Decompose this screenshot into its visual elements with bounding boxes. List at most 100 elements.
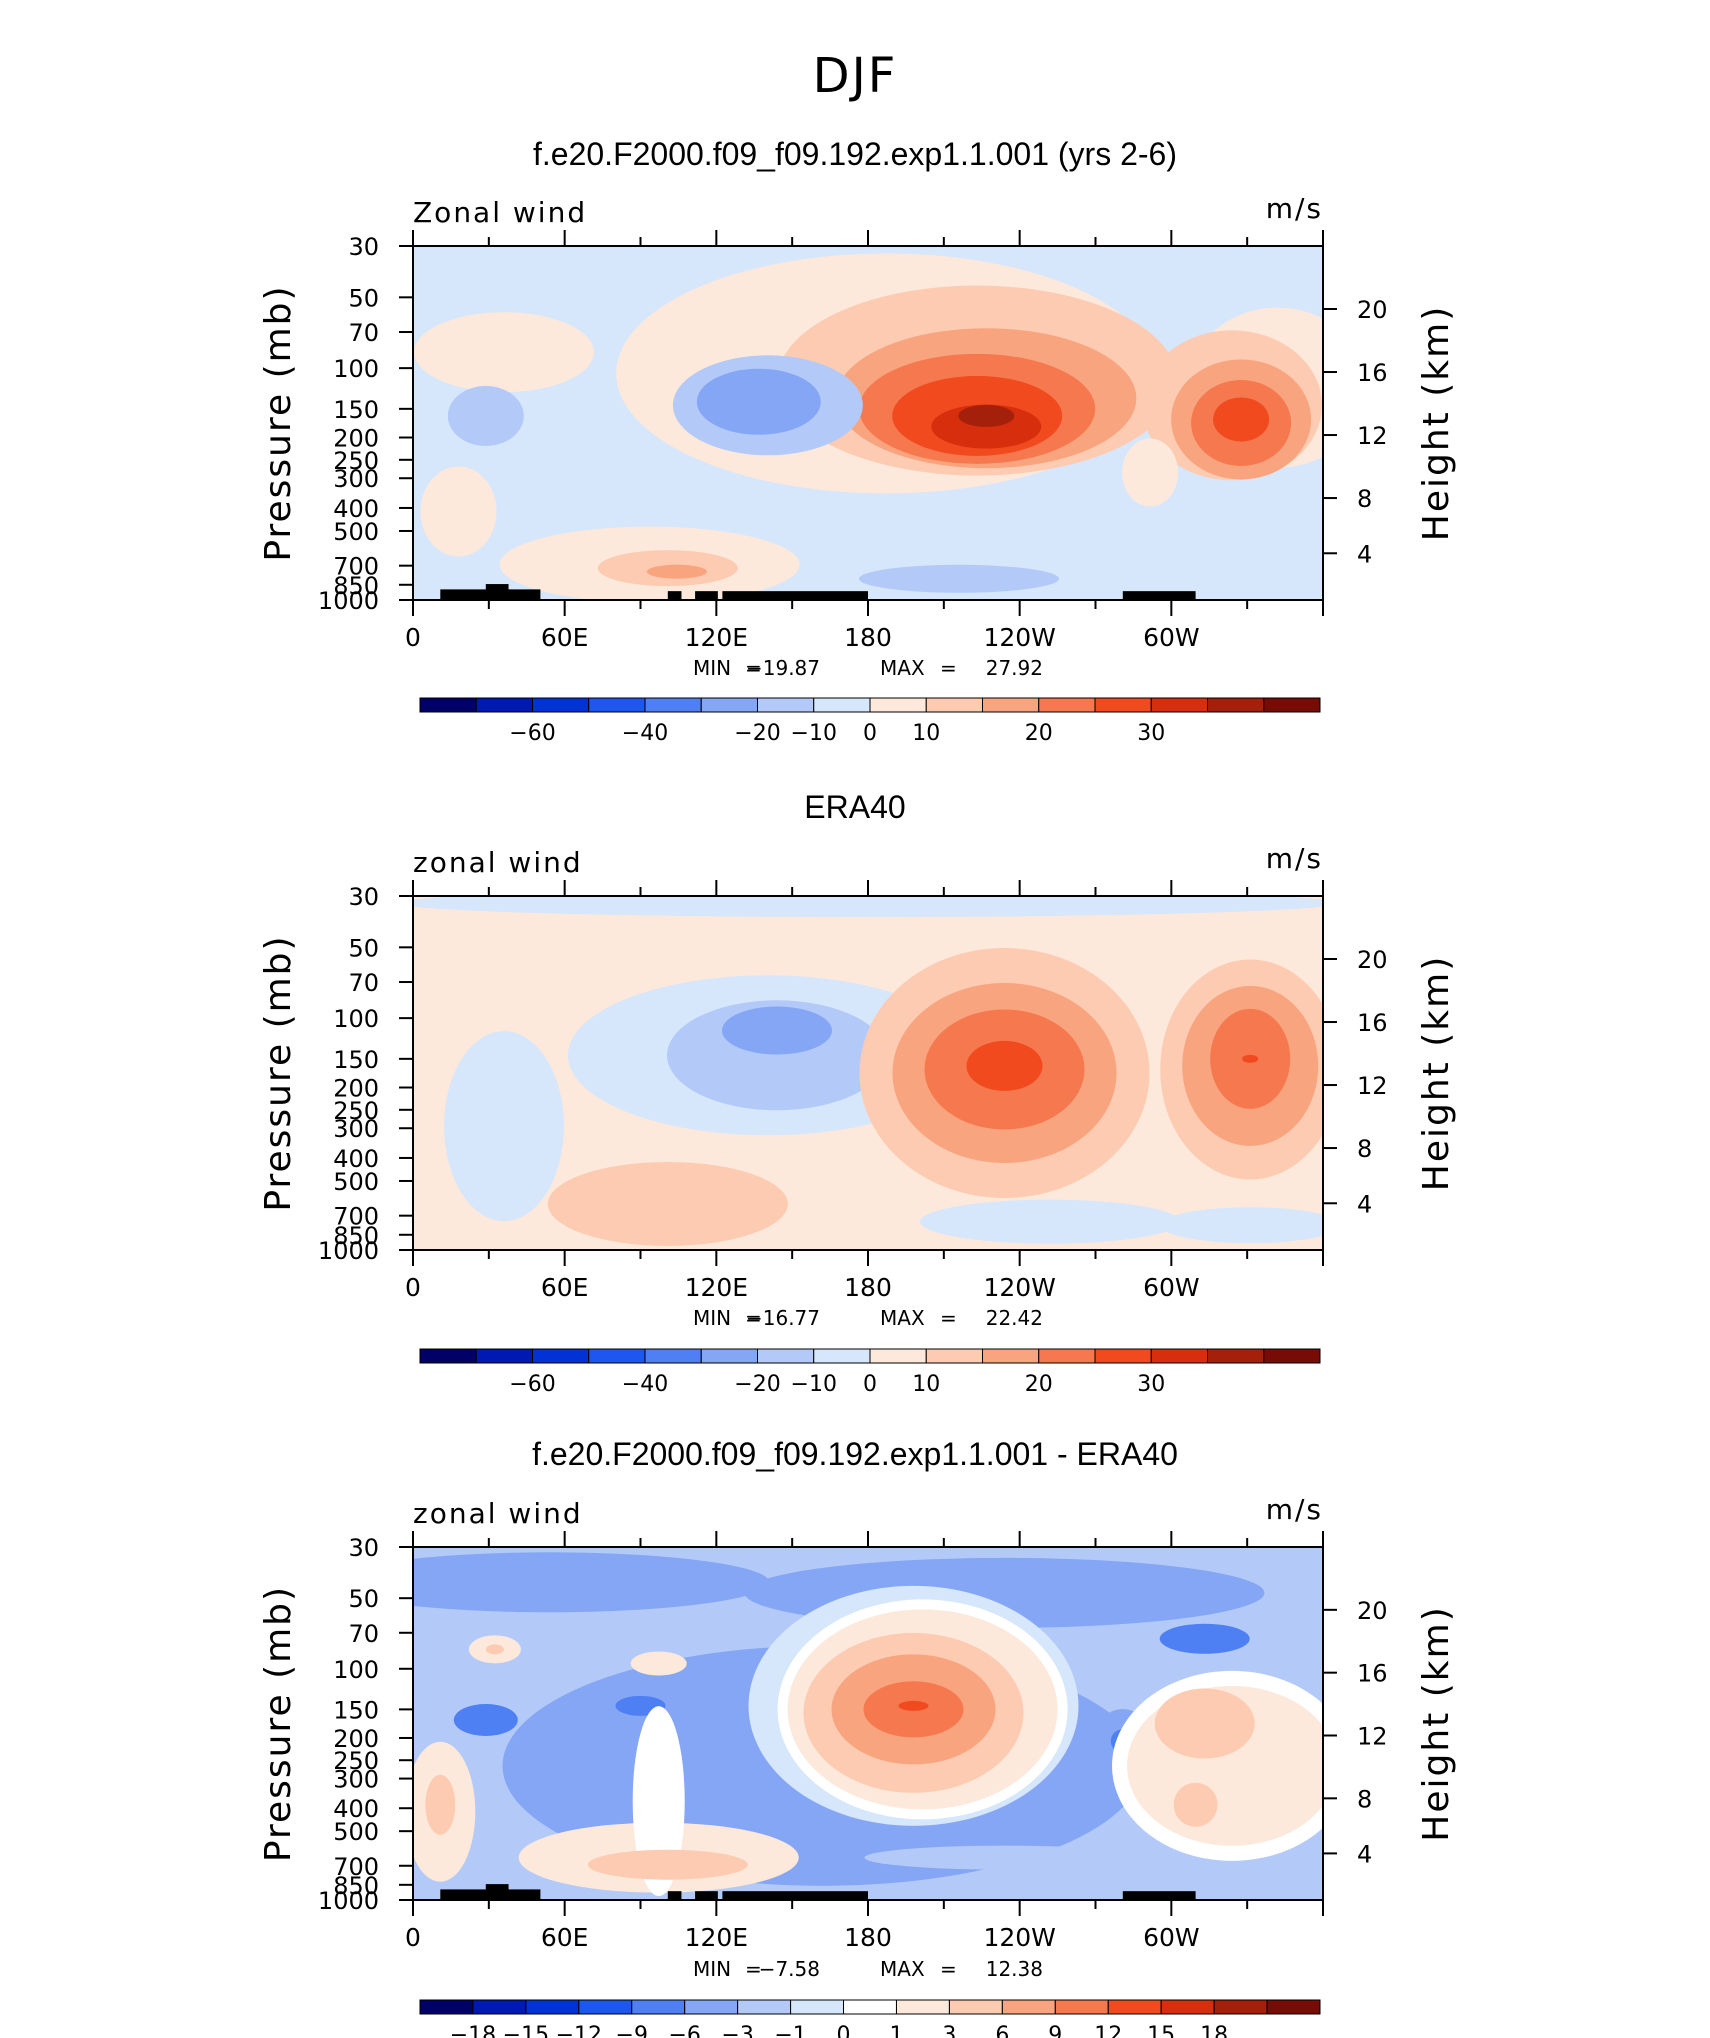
colorbar-label: −15 [503,2023,549,2038]
max-value: 27.92 [986,656,1043,680]
colorbar-swatch [869,1348,927,1364]
height-axis: 20 16 12 8 4 Height (km) [1323,946,1457,1218]
panel-title: f.e20.F2000.f09_f09.192.exp1.1.001 - ERA… [532,1436,1178,1472]
x-tick-label: 120W [983,1923,1055,1952]
colorbar-label: 3 [942,2023,956,2038]
y-tick-label: 30 [348,883,379,911]
y-tick-label: 1000 [318,1887,379,1915]
min-label: MIN [693,656,731,680]
height-tick-label: 8 [1357,1135,1372,1163]
y-tick-label: 50 [348,934,379,962]
y-tick-label: 50 [348,1585,379,1613]
contour-fill [1159,1623,1250,1654]
height-tick-label: 16 [1357,1009,1388,1037]
max-label: MAX [880,1306,925,1330]
colorbar-swatch [948,1999,1003,2015]
contour-fill [1160,1207,1323,1244]
colorbar-swatch [790,1999,845,2015]
contour-fill [920,1199,1180,1244]
topography-mask [695,591,718,600]
y-tick-label: 400 [333,495,379,523]
colorbar-label: 30 [1137,1372,1165,1397]
height-tick-label: 8 [1357,1785,1372,1813]
colorbar-swatch [1150,1348,1208,1364]
contour-fill [966,1040,1043,1091]
contour-fill [453,1703,518,1736]
colorbar-swatch [1038,1348,1096,1364]
colorbar-label: −20 [734,721,780,746]
x-tick-label: 60E [541,623,589,652]
contour-fill [859,564,1059,593]
contour-field [413,896,1323,1250]
height-tick-label: 20 [1357,946,1388,974]
field-label: zonal wind [413,1497,583,1530]
colorbar-swatch [757,697,815,713]
colorbar-swatch [684,1999,739,2015]
contour-fill [958,404,1015,427]
x-tick-label: 120E [685,623,749,652]
height-tick-label: 12 [1357,1072,1388,1100]
colorbar-label: 30 [1137,721,1165,746]
panel-difference: f.e20.F2000.f09_f09.192.exp1.1.001 - ERA… [258,1436,1457,2038]
colorbar-swatch [588,1348,646,1364]
panel-era40: ERA40 zonal wind m/s 0 60E 120E 180 120W 60W 30 50… [258,789,1457,1397]
x-tick-label: 60W [1143,1923,1200,1952]
colorbar-swatch [532,1348,590,1364]
y-tick-label: 300 [333,1115,379,1143]
colorbar-label: 0 [863,721,877,746]
y-tick-label: 100 [333,355,379,383]
units-label: m/s [1266,842,1323,875]
units-label: m/s [1266,1493,1323,1526]
colorbar-swatch [419,1999,474,2015]
colorbar-swatch [1107,1999,1162,2015]
y-axis-label: Pressure (mb) [258,934,299,1211]
height-tick-label: 20 [1357,1597,1388,1625]
colorbar-swatch [895,1999,950,2015]
contour-fill [425,1774,456,1835]
y-axis-label: Pressure (mb) [258,284,299,561]
y-tick-label: 200 [333,425,379,453]
contour-fill [667,1000,887,1111]
height-axis-label: Height (km) [1416,955,1457,1191]
stats: MIN =−7.58 MAX = 12.38 [693,1957,1043,1981]
topography-mask [485,1884,509,1900]
colorbar: −18 −15 −12 −9 −6 −3 −1 0 1 3 6 9 12 15 18 [419,1999,1321,2038]
contour-fill [587,1849,748,1880]
colorbar-swatch [925,1348,983,1364]
colorbar-swatch [813,697,871,713]
colorbar-label: −3 [721,2023,753,2038]
topography-mask [722,1891,868,1900]
colorbar-swatch [419,1348,477,1364]
x-tick-label: 60W [1143,623,1200,652]
field-label: zonal wind [413,846,583,879]
panel-title: ERA40 [804,789,905,825]
stats: MIN =−16.77 MAX = 22.42 [693,1306,1043,1330]
contour-fill [1122,438,1179,507]
y-tick-label: 300 [333,465,379,493]
colorbar-swatch [1038,697,1096,713]
topography-mask [667,1891,682,1900]
contour-fill [898,1700,929,1711]
colorbar-label: −60 [509,721,555,746]
colorbar-swatch [700,1348,758,1364]
max-label: MAX [880,1957,925,1981]
height-axis: 20 16 12 8 4 Height (km) [1323,1597,1457,1868]
contour-fill [485,1644,504,1655]
colorbar-label: −9 [616,2023,648,2038]
height-axis-label: Height (km) [1416,305,1457,541]
contour-fill [1154,1688,1255,1759]
x-tick-label: 180 [844,623,892,652]
y-tick-label: 70 [348,969,379,997]
contour-fill [1242,1054,1259,1063]
colorbar-label: 9 [1048,2023,1062,2038]
contour-fill [547,1161,788,1246]
y-tick-label: 200 [333,1725,379,1753]
y-tick-label: 70 [348,1620,379,1648]
colorbar-label: 0 [863,1372,877,1397]
colorbar-swatch [1263,697,1321,713]
topography-mask [695,1891,718,1900]
